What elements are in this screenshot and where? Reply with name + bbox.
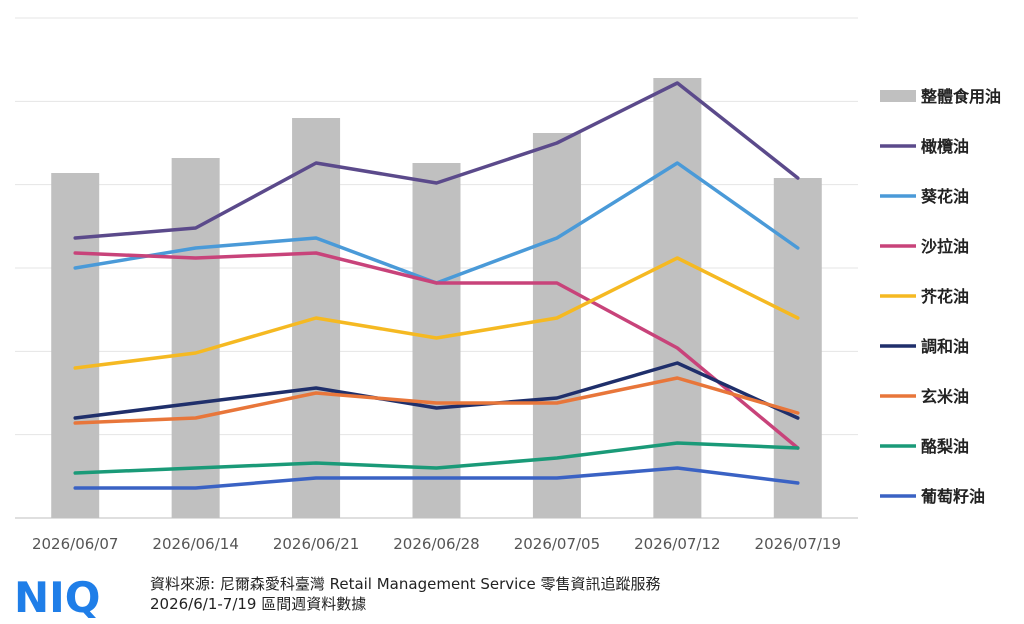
series-line	[73, 251, 800, 450]
bar	[532, 133, 581, 518]
legend-label: 玄米油	[921, 387, 969, 406]
legend-label: 葡萄籽油	[920, 487, 985, 506]
bar	[412, 163, 461, 518]
series-line	[73, 466, 800, 490]
series-lines	[73, 81, 800, 490]
series-line	[73, 81, 800, 240]
legend-label: 沙拉油	[921, 237, 969, 256]
legend-label: 調和油	[921, 337, 969, 356]
legend-label: 整體食用油	[920, 87, 1001, 106]
niq-logo-text: NIQ	[14, 573, 100, 618]
bar	[773, 178, 822, 518]
source-line-1: 資料來源: 尼爾森愛科臺灣 Retail Management Service …	[150, 575, 661, 593]
legend-swatch	[880, 90, 916, 102]
x-tick-label: 2026/06/07	[32, 535, 118, 553]
x-tick-label: 2026/06/28	[393, 535, 479, 553]
bar	[51, 173, 100, 518]
x-tick-label: 2026/07/12	[634, 535, 720, 553]
x-tick-label: 2026/07/05	[514, 535, 600, 553]
source-line-2: 2026/6/1-7/19 區間週資料數據	[150, 595, 367, 613]
series-line	[73, 376, 800, 425]
x-tick-label: 2026/07/19	[755, 535, 841, 553]
legend-label: 葵花油	[921, 187, 969, 206]
x-axis-ticks: 2026/06/07 2026/06/14 2026/06/21 2026/06/28…	[32, 535, 841, 553]
series-line	[73, 441, 800, 475]
niq-logo: NIQ	[14, 573, 100, 618]
bar	[171, 158, 220, 518]
bars	[51, 78, 822, 518]
x-tick-label: 2026/06/14	[152, 535, 238, 553]
legend-label: 芥花油	[921, 287, 969, 306]
series-line	[73, 256, 800, 370]
legend-label: 酪梨油	[921, 437, 969, 456]
chart: 2026/06/07 2026/06/14 2026/06/21 2026/06/28…	[15, 17, 1001, 553]
bar	[653, 78, 702, 518]
series-line	[73, 361, 800, 420]
legend-label: 橄欖油	[921, 137, 969, 156]
footer: NIQ 資料來源: 尼爾森愛科臺灣 Retail Management Serv…	[14, 570, 1014, 620]
x-tick-label: 2026/06/21	[273, 535, 359, 553]
source-note: 資料來源: 尼爾森愛科臺灣 Retail Management Service …	[150, 574, 661, 614]
